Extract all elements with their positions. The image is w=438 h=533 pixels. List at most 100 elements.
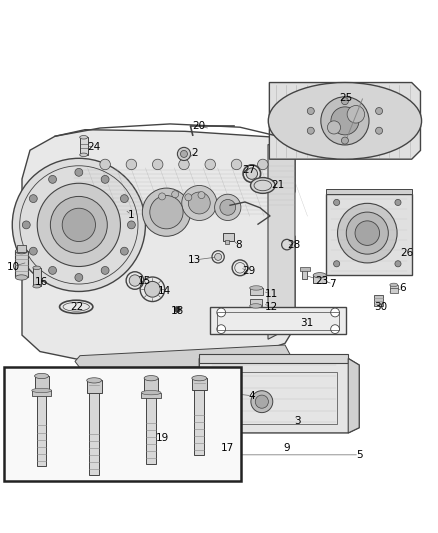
Polygon shape [22, 130, 295, 361]
Bar [217, 312, 339, 330]
Bar [225, 240, 229, 244]
Polygon shape [326, 194, 412, 275]
Circle shape [395, 199, 401, 206]
Ellipse shape [141, 391, 161, 395]
Text: 22: 22 [70, 302, 83, 312]
Ellipse shape [390, 283, 398, 287]
Bar [390, 285, 398, 289]
Bar [223, 233, 234, 241]
Text: 15: 15 [138, 276, 151, 286]
Ellipse shape [313, 273, 326, 278]
Polygon shape [75, 345, 292, 368]
Bar [194, 387, 204, 455]
Polygon shape [269, 83, 420, 159]
Circle shape [355, 221, 380, 245]
Circle shape [331, 308, 339, 317]
Text: 17: 17 [221, 443, 234, 453]
Circle shape [342, 137, 349, 144]
Bar [313, 275, 326, 283]
Circle shape [180, 150, 187, 157]
Text: 1: 1 [128, 210, 135, 220]
Text: 7: 7 [329, 279, 336, 289]
Circle shape [331, 107, 359, 135]
Bar [390, 288, 398, 293]
Bar [17, 245, 26, 253]
Circle shape [62, 208, 95, 241]
Circle shape [101, 266, 109, 274]
Circle shape [215, 194, 241, 221]
Circle shape [150, 196, 183, 229]
Circle shape [217, 325, 226, 334]
Polygon shape [348, 359, 359, 433]
Text: 23: 23 [315, 276, 328, 286]
Text: 4: 4 [248, 391, 255, 401]
Circle shape [174, 306, 180, 312]
Ellipse shape [250, 286, 263, 290]
Bar [87, 381, 102, 393]
Circle shape [255, 395, 268, 408]
Circle shape [49, 266, 57, 274]
Circle shape [375, 108, 382, 115]
Circle shape [50, 197, 107, 253]
Circle shape [22, 221, 30, 229]
Ellipse shape [35, 374, 49, 378]
Circle shape [177, 147, 191, 160]
Ellipse shape [15, 275, 28, 280]
Text: 11: 11 [265, 289, 278, 298]
Circle shape [145, 281, 160, 297]
Polygon shape [210, 307, 346, 334]
Text: 27: 27 [242, 165, 255, 175]
Polygon shape [268, 144, 295, 339]
Circle shape [321, 97, 369, 145]
Bar [32, 391, 52, 395]
Ellipse shape [268, 83, 421, 159]
Bar [80, 138, 88, 155]
Circle shape [198, 191, 205, 199]
Circle shape [327, 121, 340, 134]
Text: 18: 18 [171, 306, 184, 316]
Ellipse shape [87, 378, 102, 383]
Circle shape [258, 159, 268, 169]
Bar [146, 387, 156, 464]
Circle shape [334, 261, 340, 267]
Bar [199, 354, 348, 363]
Circle shape [220, 199, 236, 215]
Circle shape [100, 159, 110, 169]
Circle shape [120, 247, 128, 255]
Bar [326, 189, 412, 194]
Ellipse shape [33, 285, 41, 288]
Text: 24: 24 [88, 142, 101, 152]
Text: 25: 25 [339, 93, 353, 103]
Circle shape [29, 195, 37, 203]
Circle shape [251, 391, 273, 413]
Circle shape [331, 325, 339, 334]
Circle shape [179, 159, 189, 169]
Circle shape [12, 158, 145, 292]
Ellipse shape [33, 266, 41, 270]
Circle shape [346, 212, 389, 254]
Text: 28: 28 [287, 240, 300, 251]
Text: 16: 16 [35, 277, 48, 287]
Circle shape [37, 183, 120, 266]
Circle shape [231, 159, 242, 169]
Circle shape [129, 275, 141, 286]
Ellipse shape [250, 304, 262, 308]
Circle shape [142, 188, 191, 236]
Circle shape [75, 168, 83, 176]
Text: 20: 20 [193, 122, 206, 131]
Ellipse shape [15, 248, 28, 254]
Text: 8: 8 [235, 240, 242, 251]
Text: 31: 31 [300, 318, 313, 328]
Circle shape [126, 159, 137, 169]
Circle shape [75, 273, 83, 281]
Bar [374, 295, 383, 306]
Polygon shape [199, 359, 359, 433]
Circle shape [213, 392, 219, 397]
Circle shape [120, 195, 128, 203]
Circle shape [307, 108, 314, 115]
Circle shape [159, 193, 166, 200]
Bar [250, 288, 263, 295]
Text: 9: 9 [283, 443, 290, 453]
Circle shape [217, 308, 226, 317]
Circle shape [152, 159, 163, 169]
